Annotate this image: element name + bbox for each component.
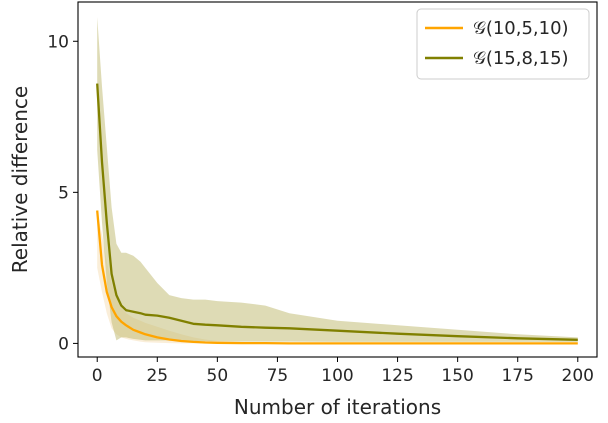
x-tick-label: 175 [501, 366, 533, 386]
legend-box [416, 8, 590, 80]
x-tick-label: 75 [267, 366, 289, 386]
x-axis-title: Number of iterations [234, 395, 441, 419]
legend-label-series-1: 𝒢(10,5,10) [473, 18, 569, 39]
x-tick-label: 125 [381, 366, 413, 386]
y-tick-label: 0 [58, 334, 69, 354]
series-lines [96, 83, 578, 345]
x-tick-label: 150 [441, 366, 473, 386]
x-tick-label: 100 [321, 366, 353, 386]
y-axis-ticks: 0 5 10 [47, 32, 78, 354]
x-axis-ticks: 0 25 50 75 100 125 150 175 200 [92, 357, 594, 386]
y-axis-title: Relative difference [8, 86, 32, 273]
y-tick-label: 5 [58, 183, 69, 203]
y-tick-label: 10 [47, 32, 69, 52]
x-tick-label: 200 [562, 366, 594, 386]
x-tick-label: 50 [207, 366, 229, 386]
band-series-2 [97, 17, 578, 342]
legend: 𝒢(10,5,10) 𝒢(15,8,15) [416, 8, 590, 80]
line-series-1 [96, 210, 578, 345]
line-series-2 [96, 83, 578, 341]
uncertainty-bands [97, 17, 578, 344]
x-tick-label: 25 [146, 366, 168, 386]
legend-label-series-2: 𝒢(15,8,15) [473, 48, 569, 69]
x-tick-label: 0 [92, 366, 103, 386]
